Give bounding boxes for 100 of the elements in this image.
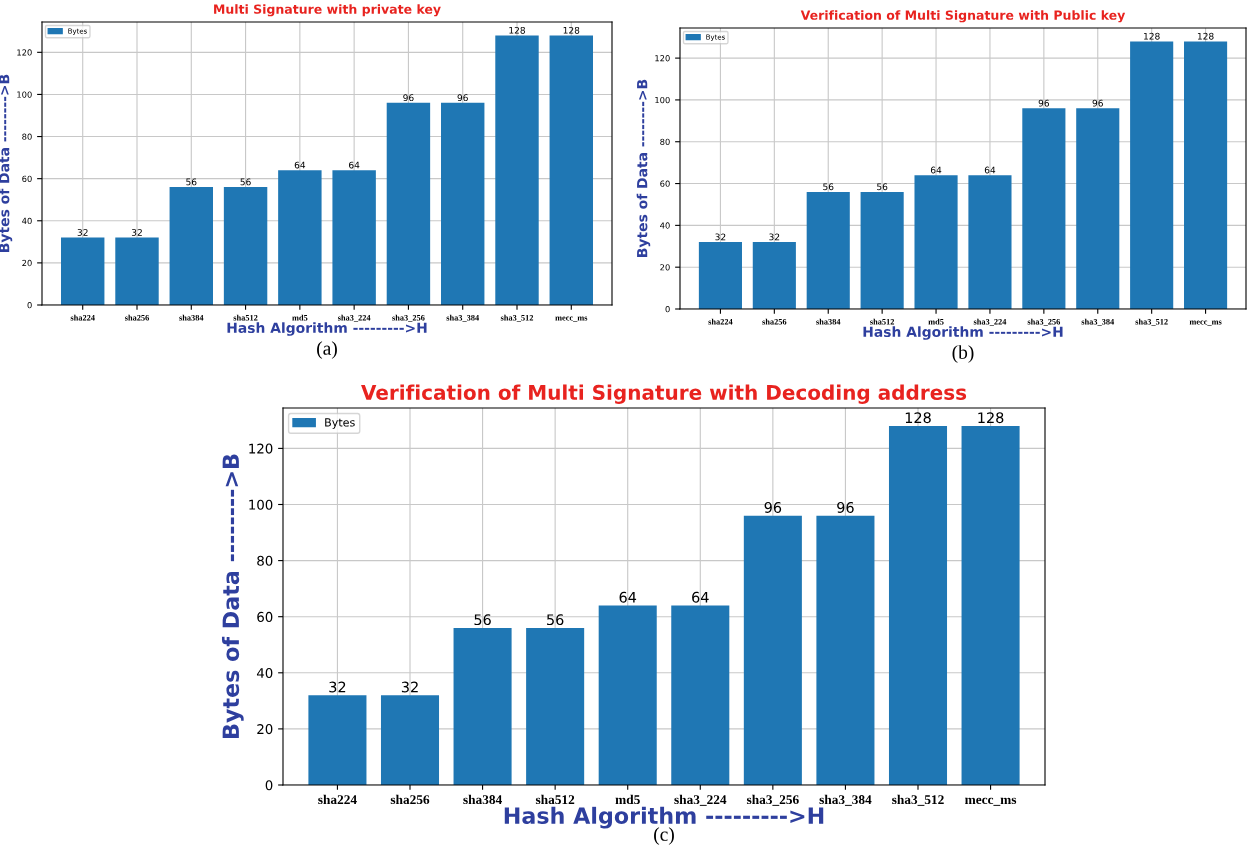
data-label: 56 <box>547 614 564 626</box>
data-label: 96 <box>403 94 414 102</box>
bar <box>806 191 850 309</box>
y-tick-label: 100 <box>655 96 670 104</box>
x-tick-label: sha3_256 <box>1027 318 1061 326</box>
y-tick-label: 80 <box>257 555 273 566</box>
bar <box>495 35 539 305</box>
x-tick-label: sha512 <box>233 314 258 321</box>
bar <box>914 175 958 309</box>
data-label: 32 <box>715 233 726 241</box>
y-tick-label: 40 <box>256 667 273 679</box>
x-tick-label: sha3_256 <box>392 314 425 322</box>
x-tick-label: sha3_224 <box>674 794 727 806</box>
data-label: 128 <box>1144 32 1160 40</box>
y-tick-label: 120 <box>17 49 32 56</box>
chart-title: Verification of Multi Signature with Public key <box>800 10 1126 23</box>
x-tick-label: md5 <box>615 794 640 805</box>
data-label: 96 <box>1038 99 1050 107</box>
x-tick-label: sha3_512 <box>892 794 944 806</box>
bar <box>223 187 268 305</box>
data-label: 128 <box>509 26 525 34</box>
y-axis-title: Bytes of Data -------->B <box>221 454 244 738</box>
y-axis-title: Bytes of Data -------->B <box>636 79 651 257</box>
x-axis-title: Hash Algorithm --------->H <box>227 322 427 336</box>
x-tick-label: sha3_384 <box>1081 318 1115 326</box>
y-tick-label: 80 <box>660 138 670 146</box>
y-tick-label: 0 <box>665 305 670 313</box>
data-label: 128 <box>978 412 1004 424</box>
data-label: 64 <box>984 166 996 174</box>
data-label: 32 <box>131 229 142 236</box>
bar <box>1022 108 1066 309</box>
data-label: 56 <box>186 178 197 186</box>
bar <box>61 237 105 305</box>
data-label: 64 <box>930 166 942 174</box>
data-label: 56 <box>474 614 491 626</box>
x-tick-label: sha224 <box>708 318 733 325</box>
x-tick-label: sha256 <box>762 318 787 325</box>
bar <box>698 242 742 309</box>
bar <box>671 605 730 785</box>
y-tick-label: 0 <box>265 780 273 791</box>
y-tick-label: 60 <box>22 175 32 182</box>
data-label: 96 <box>457 94 468 102</box>
x-tick-label: mecc_ms <box>965 797 1017 806</box>
data-label: 96 <box>764 501 782 513</box>
data-label: 128 <box>1197 32 1214 40</box>
bar <box>968 175 1012 309</box>
bar <box>1076 108 1120 309</box>
bar <box>115 237 159 305</box>
data-label: 32 <box>329 681 346 693</box>
y-tick-label: 120 <box>249 443 273 454</box>
x-axis-title: Hash Algorithm --------->H <box>863 326 1063 340</box>
y-tick-label: 20 <box>257 724 273 735</box>
y-tick-label: 120 <box>655 55 670 62</box>
bar <box>169 187 213 305</box>
bar <box>1130 41 1174 309</box>
text: (b) <box>952 345 974 363</box>
x-tick-label: mecc_ms <box>555 316 588 322</box>
y-tick-label: 0 <box>27 301 32 309</box>
x-tick-label: sha384 <box>816 318 841 325</box>
data-label: 32 <box>401 681 418 693</box>
x-tick-label: md5 <box>928 318 944 325</box>
x-tick-label: sha3_384 <box>819 794 872 806</box>
text: (c) <box>654 827 674 845</box>
bar <box>598 605 657 785</box>
bar <box>1184 41 1228 309</box>
data-label: 64 <box>619 591 637 603</box>
x-tick-label: sha3_512 <box>500 314 534 322</box>
bar <box>526 627 585 785</box>
bar <box>441 102 485 305</box>
y-tick-label: 20 <box>660 264 670 271</box>
y-tick-label: 60 <box>257 611 273 622</box>
y-tick-label: 100 <box>249 499 273 510</box>
data-label: 64 <box>294 161 306 169</box>
x-tick-label: sha384 <box>179 314 204 321</box>
x-tick-label: sha256 <box>124 314 150 321</box>
x-tick-label: sha3_384 <box>446 314 479 322</box>
legend-label: Bytes <box>325 418 355 429</box>
bar <box>752 242 796 309</box>
bar <box>860 191 904 309</box>
data-label: 64 <box>692 591 709 603</box>
chart-title: Multi Signature with private key <box>214 4 441 17</box>
y-tick-label: 20 <box>22 259 32 267</box>
x-tick-label: sha512 <box>870 318 895 325</box>
bar <box>308 695 367 785</box>
data-label: 128 <box>905 412 931 424</box>
x-tick-label: sha384 <box>463 794 502 805</box>
x-tick-label: sha3_512 <box>1135 318 1168 326</box>
x-axis-title: Hash Algorithm --------->H <box>504 806 824 829</box>
text: (a) <box>317 341 337 359</box>
y-tick-label: 100 <box>17 91 32 98</box>
bar <box>743 515 802 785</box>
data-label: 96 <box>837 501 854 513</box>
bar <box>332 170 376 305</box>
bar <box>961 425 1020 785</box>
x-tick-label: sha224 <box>318 794 357 805</box>
y-tick-label: 40 <box>22 217 32 225</box>
chart-title: Verification of Multi Signature with Decoding address <box>361 384 967 404</box>
bar <box>453 627 512 785</box>
bar <box>386 102 431 305</box>
data-label: 56 <box>240 178 251 186</box>
